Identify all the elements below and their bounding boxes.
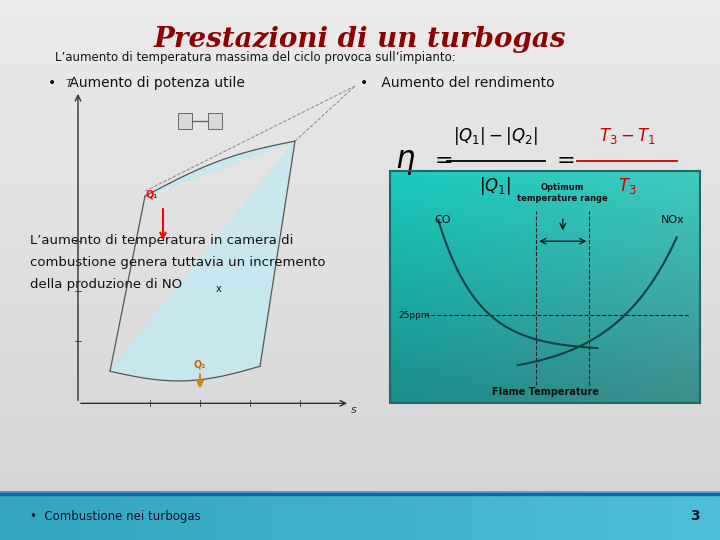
Text: 3: 3 (690, 509, 700, 523)
Text: combustione genera tuttavia un incremento: combustione genera tuttavia un increment… (30, 256, 325, 269)
Text: L’aumento di temperatura massima del ciclo provoca sull’impianto:: L’aumento di temperatura massima del cic… (55, 51, 456, 64)
Text: $|Q_1|-|Q_2|$: $|Q_1|-|Q_2|$ (453, 125, 537, 147)
Text: =: = (557, 151, 575, 171)
Text: $|Q_1|$: $|Q_1|$ (479, 175, 511, 197)
Bar (178, 113, 192, 129)
Text: s: s (351, 406, 357, 415)
Text: 25ppm: 25ppm (398, 310, 430, 320)
Polygon shape (110, 141, 295, 381)
Text: Q₁: Q₁ (145, 189, 158, 199)
Text: NOx: NOx (661, 215, 685, 225)
Text: L’aumento di temperatura in camera di: L’aumento di temperatura in camera di (30, 234, 293, 247)
Text: •   Aumento del rendimento: • Aumento del rendimento (360, 76, 554, 90)
Text: =: = (435, 151, 454, 171)
Text: x: x (216, 284, 222, 294)
Text: Optimum
temperature range: Optimum temperature range (518, 183, 608, 202)
Bar (208, 113, 222, 129)
Text: $T_3$: $T_3$ (618, 176, 636, 196)
Text: $T_3-T_1$: $T_3-T_1$ (598, 126, 655, 146)
Text: $\eta$: $\eta$ (395, 146, 415, 177)
Bar (390, 171, 700, 403)
Text: Flame Temperature: Flame Temperature (492, 387, 598, 397)
Text: T: T (66, 79, 72, 89)
Text: CO: CO (435, 215, 451, 225)
Text: •  Combustione nei turbogas: • Combustione nei turbogas (30, 510, 201, 523)
Text: Prestazioni di un turbogas: Prestazioni di un turbogas (154, 26, 566, 53)
Text: •   Aumento di potenza utile: • Aumento di potenza utile (48, 76, 245, 90)
Text: Q₂: Q₂ (194, 359, 206, 369)
Text: della produzione di NO: della produzione di NO (30, 278, 182, 291)
